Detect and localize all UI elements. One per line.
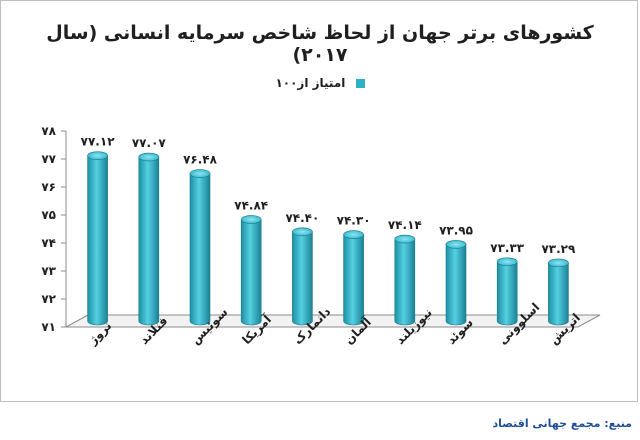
y-tick-label: ۷۱ [41,320,56,334]
legend: امتیاز از۱۰۰ [220,76,420,90]
data-label: ۷۴.۴۰ [285,211,319,225]
y-tick-label: ۷۵ [41,208,56,222]
legend-label: امتیاز از۱۰۰ [275,76,346,90]
y-tick-label: ۷۲ [41,292,56,306]
bar [496,257,518,326]
data-label: ۷۷.۰۷ [132,136,167,150]
y-tick-label: ۷۳ [41,264,56,278]
bar [87,151,108,326]
y-tick-label: ۷۶ [41,180,56,194]
source-note: منبع: مجمع جهانی اقتصاد [492,417,632,430]
data-label: ۷۴.۸۴ [234,198,268,212]
bar [138,152,160,326]
bar [189,169,211,326]
y-tick-label: ۷۷ [41,152,56,166]
data-label: ۷۳.۲۹ [541,242,576,256]
bar [445,240,467,326]
data-label: ۷۴.۳۰ [337,214,371,228]
bar [292,227,313,326]
bar [343,230,364,326]
data-label: ۷۳.۹۵ [439,223,473,237]
y-tick-label: ۷۴ [41,236,56,250]
data-label: ۷۴.۱۴ [388,218,422,232]
chart-title: کشورهای برتر جهان از لحاظ شاخص سرمایه ان… [46,22,594,66]
data-label: ۷۷.۱۲ [81,135,116,149]
bar [394,234,416,326]
data-label: ۷۳.۳۳ [490,241,525,255]
bar [240,215,262,326]
y-tick-label: ۷۸ [41,124,56,138]
bar [548,258,569,326]
legend-swatch [355,79,365,88]
data-label: ۷۶.۴۸ [183,153,218,167]
